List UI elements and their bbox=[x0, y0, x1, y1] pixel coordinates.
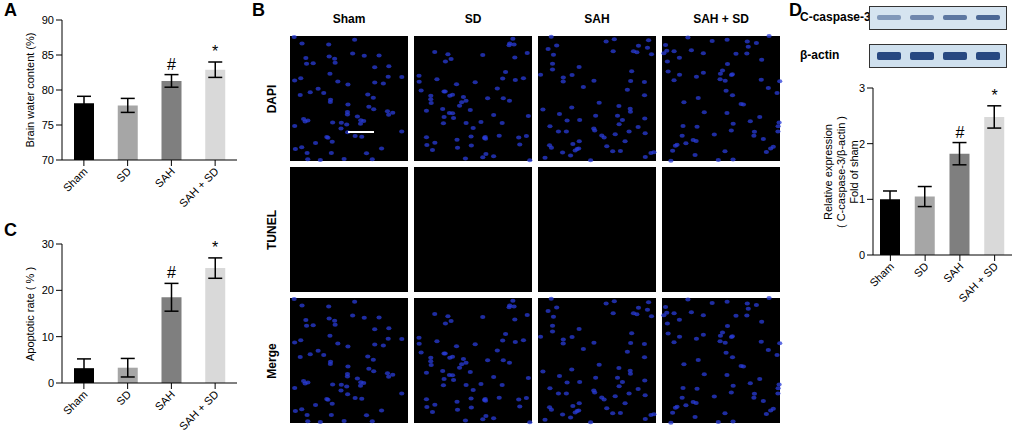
svg-text:#: # bbox=[955, 124, 964, 141]
html-text:SD: SD bbox=[464, 12, 482, 26]
svg-text:SAH: SAH bbox=[941, 260, 966, 285]
html-text:C-caspase-3: C-caspase-3 bbox=[800, 10, 871, 24]
svg-text:80: 80 bbox=[42, 84, 54, 96]
html-text:C: C bbox=[4, 220, 17, 240]
html-text:B: B bbox=[252, 0, 265, 20]
svg-text:20: 20 bbox=[42, 284, 54, 296]
svg-text:30: 30 bbox=[42, 238, 54, 250]
svg-text:70: 70 bbox=[42, 154, 54, 166]
svg-text:SD: SD bbox=[911, 260, 930, 279]
svg-text:#: # bbox=[167, 264, 176, 281]
html-text:TUNEL: TUNEL bbox=[265, 209, 279, 250]
svg-text:SD: SD bbox=[114, 388, 133, 407]
html-text:( C-caspase-3/β-actin ): ( C-caspase-3/β-actin ) bbox=[834, 115, 847, 228]
html-text:Sham: Sham bbox=[332, 12, 366, 26]
html-text:Merge: Merge bbox=[265, 342, 279, 379]
svg-text:Sham: Sham bbox=[61, 165, 90, 194]
html-text:SAH + SD: SAH + SD bbox=[693, 12, 749, 26]
svg-text:10: 10 bbox=[42, 331, 54, 343]
svg-text:SAH + SD: SAH + SD bbox=[177, 388, 221, 432]
html-text:Apoptotic rate ( % ): Apoptotic rate ( % ) bbox=[23, 266, 36, 361]
svg-text:*: * bbox=[212, 43, 218, 60]
svg-text:Sham: Sham bbox=[867, 260, 896, 289]
html-text:A: A bbox=[4, 0, 17, 20]
svg-text:SAH: SAH bbox=[153, 388, 178, 413]
svg-text:2: 2 bbox=[859, 138, 865, 150]
html-text:D: D bbox=[789, 0, 802, 20]
html-text:β-actin: β-actin bbox=[800, 48, 840, 62]
svg-text:SAH + SD: SAH + SD bbox=[956, 260, 1000, 304]
svg-text:*: * bbox=[212, 239, 218, 256]
svg-text:90: 90 bbox=[42, 14, 54, 26]
html-text:Brain water content (%): Brain water content (%) bbox=[23, 32, 36, 148]
svg-text:Sham: Sham bbox=[61, 388, 90, 417]
html-text:Relative expression: Relative expression bbox=[821, 123, 834, 220]
svg-text:SD: SD bbox=[114, 165, 133, 184]
svg-text:75: 75 bbox=[42, 119, 54, 131]
svg-text:1: 1 bbox=[859, 193, 865, 205]
svg-text:0: 0 bbox=[859, 249, 865, 261]
svg-text:0: 0 bbox=[48, 377, 54, 389]
svg-text:SAH + SD: SAH + SD bbox=[177, 165, 221, 209]
svg-text:85: 85 bbox=[42, 49, 54, 61]
svg-text:SAH: SAH bbox=[153, 165, 178, 190]
svg-text:3: 3 bbox=[859, 82, 865, 94]
html-text:SAH: SAH bbox=[584, 12, 610, 26]
html-text:DAPI: DAPI bbox=[265, 84, 279, 113]
html-text:Fold of sham: Fold of sham bbox=[847, 139, 860, 204]
svg-text:#: # bbox=[167, 56, 176, 73]
svg-text:*: * bbox=[992, 87, 998, 104]
